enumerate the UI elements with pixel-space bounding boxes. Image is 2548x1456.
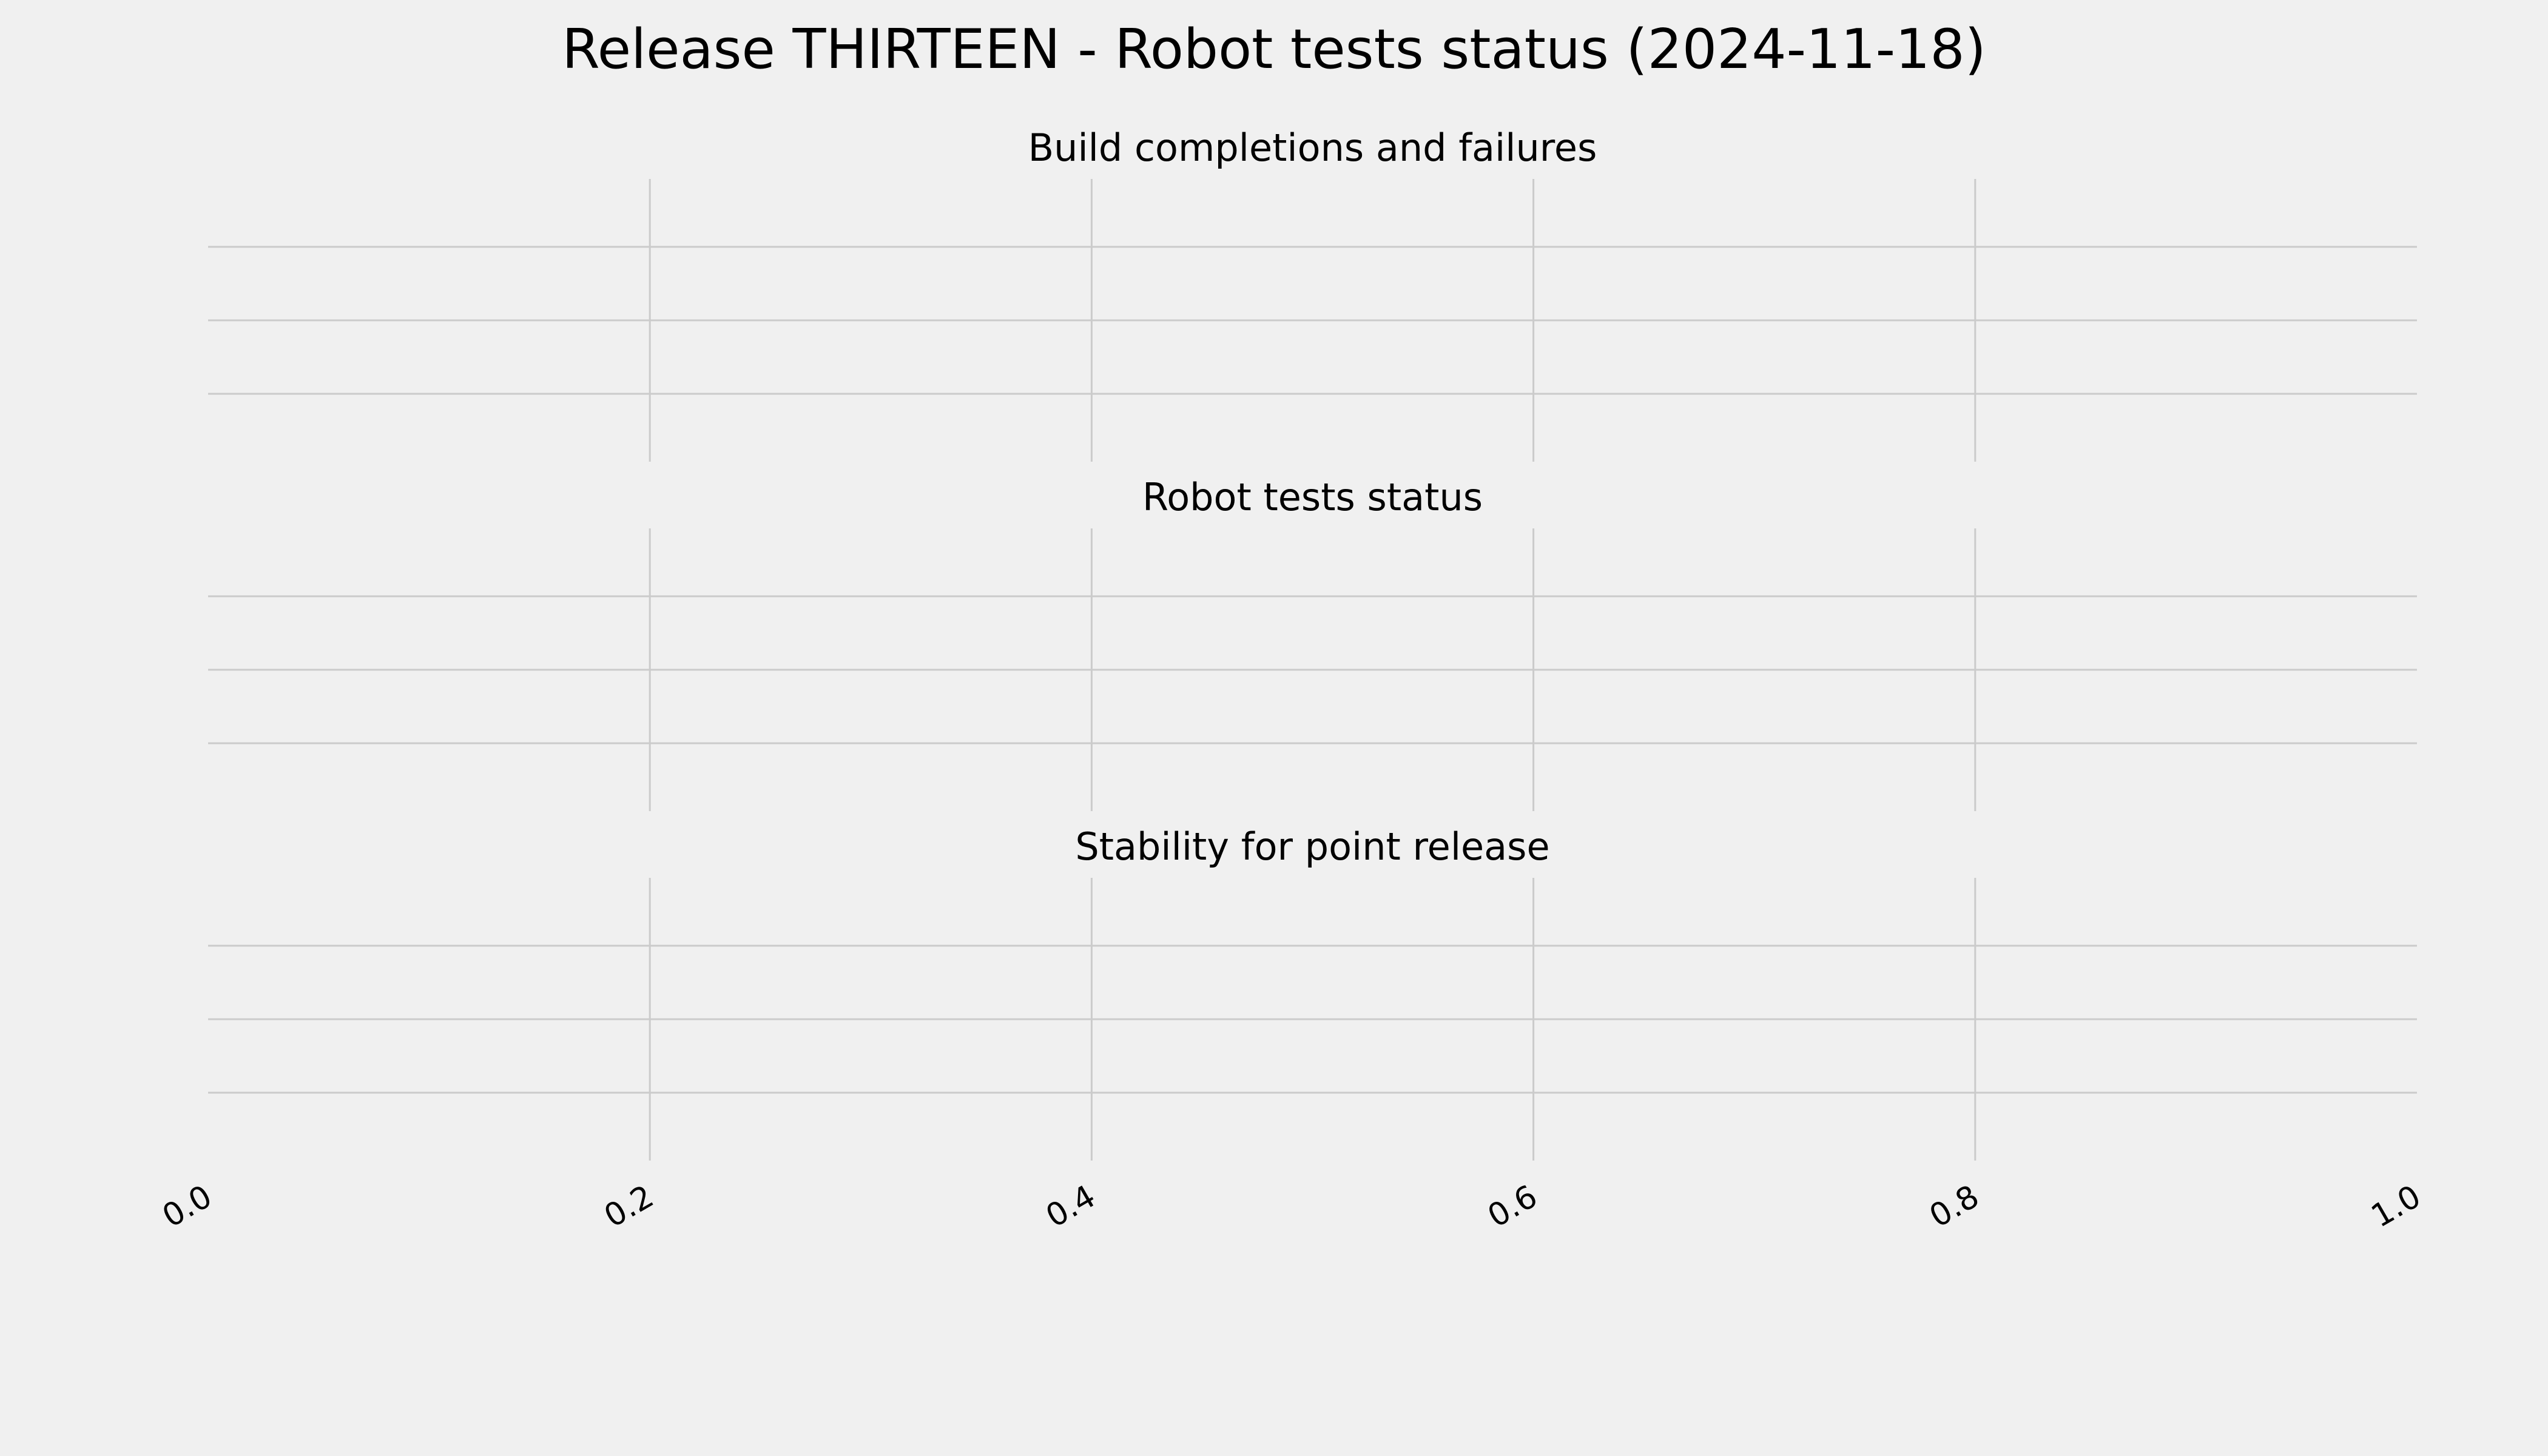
subplot-title: Build completions and failures bbox=[1028, 126, 1597, 170]
subplot-title: Robot tests status bbox=[1142, 475, 1483, 519]
figure-title: Release THIRTEEN - Robot tests status (2… bbox=[562, 18, 1986, 81]
subplot-1: Build completions and failures bbox=[208, 126, 2417, 462]
subplot-2: Robot tests status bbox=[208, 475, 2417, 811]
subplot-title: Stability for point release bbox=[1075, 824, 1549, 869]
